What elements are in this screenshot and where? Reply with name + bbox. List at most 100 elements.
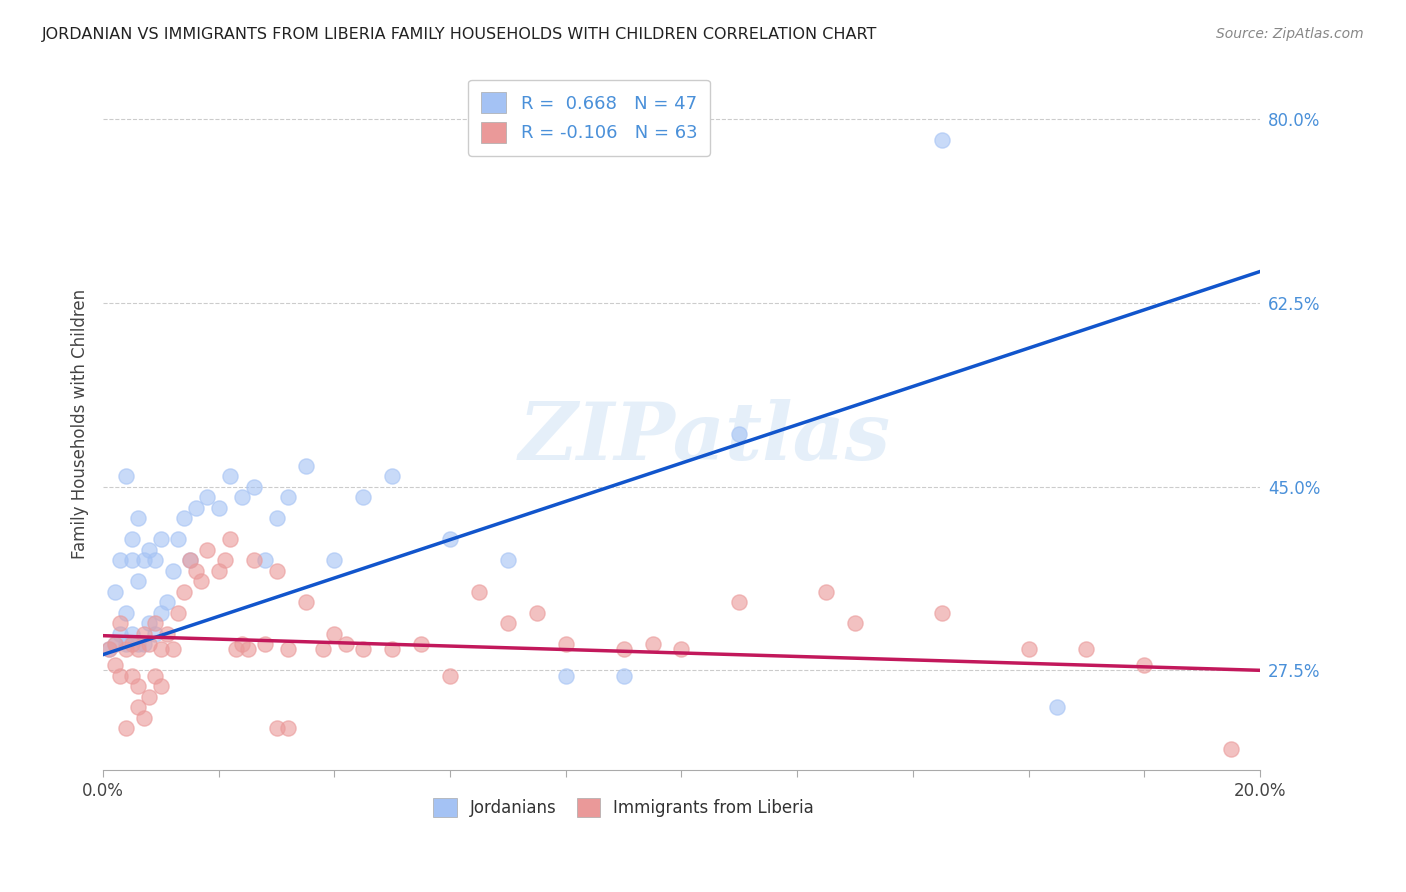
Point [242,480,264,494]
Point [931,133,953,147]
Point [104,637,127,651]
Point [121,668,143,682]
Point [143,616,166,631]
Point [132,637,155,651]
Point [335,637,357,651]
Point [1018,642,1040,657]
Point [184,500,207,515]
Point [132,553,155,567]
Point [728,595,751,609]
Point [728,427,751,442]
Point [312,642,335,657]
Point [266,721,288,735]
Point [439,668,461,682]
Point [225,642,247,657]
Point [231,637,253,651]
Point [236,642,259,657]
Point [323,553,346,567]
Point [242,553,264,567]
Point [121,553,143,567]
Point [173,584,195,599]
Point [1219,742,1241,756]
Point [277,490,299,504]
Point [1076,642,1098,657]
Point [132,710,155,724]
Point [127,700,149,714]
Point [219,532,242,546]
Text: Source: ZipAtlas.com: Source: ZipAtlas.com [1216,27,1364,41]
Point [231,490,253,504]
Point [115,469,138,483]
Point [323,626,346,640]
Point [167,606,190,620]
Point [156,626,179,640]
Point [184,564,207,578]
Point [127,642,149,657]
Point [195,542,218,557]
Point [496,616,519,631]
Point [149,532,172,546]
Point [411,637,433,651]
Point [149,642,172,657]
Point [671,642,693,657]
Point [613,642,636,657]
Point [277,642,299,657]
Point [115,606,138,620]
Text: JORDANIAN VS IMMIGRANTS FROM LIBERIA FAMILY HOUSEHOLDS WITH CHILDREN CORRELATION: JORDANIAN VS IMMIGRANTS FROM LIBERIA FAM… [42,27,877,42]
Point [266,511,288,525]
Point [1046,700,1069,714]
Point [97,642,120,657]
Point [104,584,127,599]
Point [104,658,127,673]
Point [526,606,548,620]
Point [162,642,184,657]
Point [352,642,374,657]
Point [127,511,149,525]
Point [115,721,138,735]
Point [439,532,461,546]
Point [115,642,138,657]
Point [115,637,138,651]
Point [121,532,143,546]
Point [277,721,299,735]
Point [254,553,277,567]
Point [167,532,190,546]
Point [104,637,127,651]
Point [208,564,231,578]
Point [1133,658,1156,673]
Point [138,690,160,704]
Point [127,574,149,588]
Point [138,637,160,651]
Point [208,500,231,515]
Point [110,553,132,567]
Point [496,553,519,567]
Point [815,584,838,599]
Point [121,626,143,640]
Point [613,668,636,682]
Point [381,469,404,483]
Point [138,616,160,631]
Point [132,626,155,640]
Point [554,668,576,682]
Point [468,584,491,599]
Point [931,606,953,620]
Legend: Jordanians, Immigrants from Liberia: Jordanians, Immigrants from Liberia [426,791,821,824]
Point [138,542,160,557]
Point [190,574,212,588]
Point [97,642,120,657]
Point [352,490,374,504]
Point [381,642,404,657]
Point [156,595,179,609]
Point [179,553,201,567]
Point [214,553,236,567]
Point [254,637,277,651]
Point [173,511,195,525]
Point [127,679,149,693]
Point [127,637,149,651]
Point [143,668,166,682]
Point [110,668,132,682]
Point [641,637,664,651]
Point [219,469,242,483]
Point [554,637,576,651]
Y-axis label: Family Households with Children: Family Households with Children [72,289,89,558]
